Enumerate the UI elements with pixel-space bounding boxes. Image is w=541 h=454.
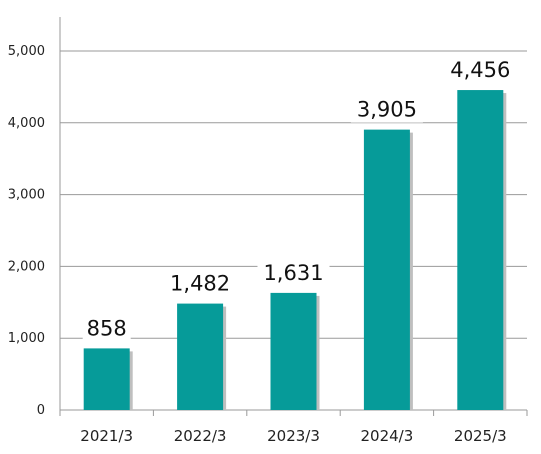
x-category-label: 2022/3 <box>174 427 227 445</box>
data-label-bg <box>82 314 131 342</box>
data-labels: 858 1,482 1,631 3,905 4,456 <box>82 56 517 342</box>
bar <box>177 303 224 410</box>
y-tick-label: 3,000 <box>8 188 45 203</box>
x-category-label: 2025/3 <box>454 427 507 445</box>
bars <box>83 90 507 410</box>
y-tick-label: 0 <box>37 403 45 418</box>
y-tick-label: 4,000 <box>8 116 45 131</box>
data-label: 1,631 <box>263 261 323 285</box>
bar <box>457 90 504 410</box>
data-label-bg <box>164 269 237 297</box>
data-label: 4,456 <box>450 58 510 82</box>
data-label: 858 <box>87 316 127 340</box>
y-tick-label: 2,000 <box>8 259 45 274</box>
x-category-label: 2023/3 <box>267 427 320 445</box>
bar <box>270 292 317 410</box>
data-label-bg <box>444 56 517 84</box>
data-label-bg <box>350 95 423 123</box>
y-tick-labels: 0 1,000 2,000 3,000 4,000 5,000 <box>8 44 45 418</box>
data-label-bg <box>257 258 330 286</box>
gridlines <box>60 50 527 339</box>
bar <box>83 348 130 410</box>
x-category-labels: 2021/3 2022/3 2023/3 2024/3 2025/3 <box>80 427 506 445</box>
bar <box>363 129 410 410</box>
y-tick-label: 5,000 <box>8 44 45 59</box>
x-category-label: 2021/3 <box>80 427 133 445</box>
data-label: 1,482 <box>170 272 230 296</box>
y-tick-label: 1,000 <box>8 331 45 346</box>
x-category-label: 2024/3 <box>361 427 414 445</box>
data-label: 3,905 <box>357 98 417 122</box>
